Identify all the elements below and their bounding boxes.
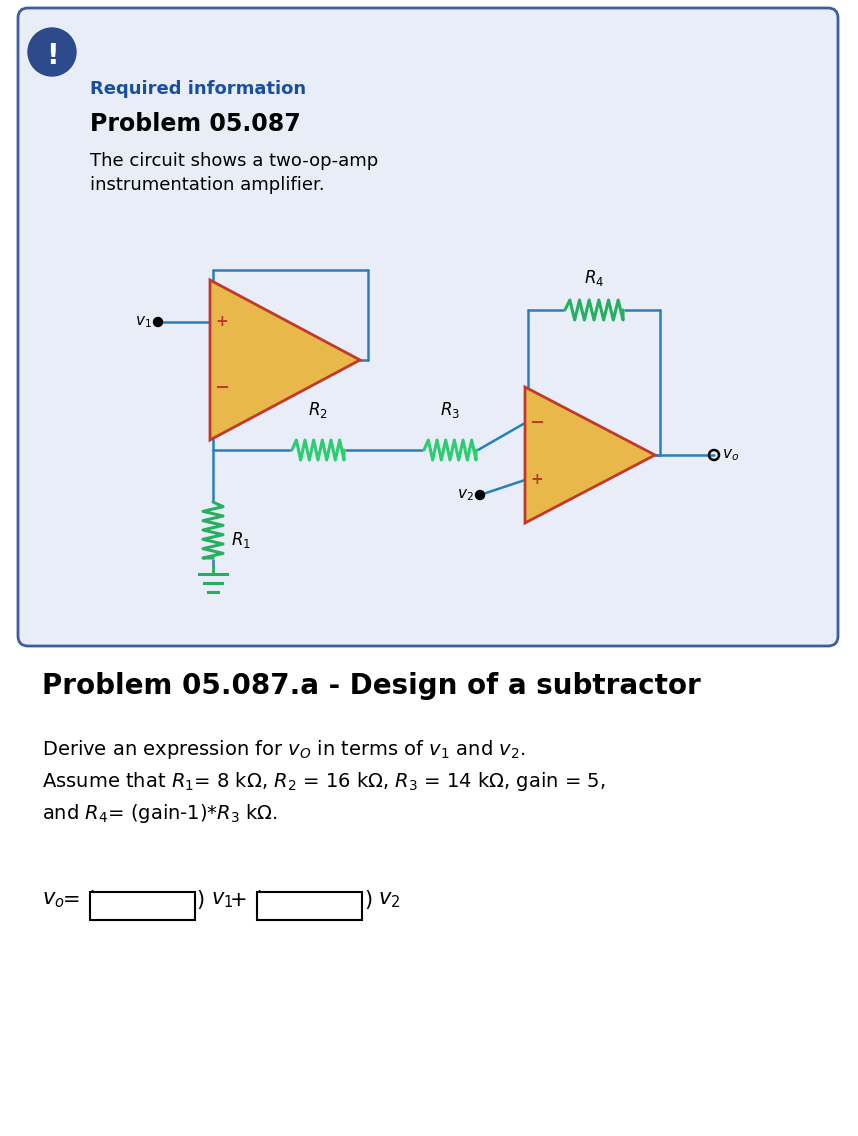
Text: $v_o$: $v_o$ [42, 889, 64, 910]
Circle shape [475, 491, 485, 500]
Text: ): ) [197, 889, 212, 910]
Text: ): ) [364, 889, 372, 910]
Text: $R_3$: $R_3$ [440, 400, 460, 420]
Text: Required information: Required information [90, 80, 306, 98]
Text: +: + [530, 473, 543, 487]
Text: Derive an expression for $v_O$ in terms of $v_1$ and $v_2$.: Derive an expression for $v_O$ in terms … [42, 738, 526, 761]
Text: $v_2$: $v_2$ [378, 889, 400, 910]
Text: $R_1$: $R_1$ [231, 531, 251, 550]
Text: !: ! [45, 42, 58, 70]
Text: Problem 05.087: Problem 05.087 [90, 112, 301, 136]
Text: −: − [214, 379, 230, 396]
Text: $R_4$: $R_4$ [584, 268, 604, 289]
Text: and $R_4$= (gain-1)*$R_3$ k$\Omega$.: and $R_4$= (gain-1)*$R_3$ k$\Omega$. [42, 802, 278, 825]
Text: −: − [529, 414, 545, 432]
Text: + (: + ( [230, 889, 263, 910]
Circle shape [28, 28, 76, 76]
Bar [90, 892, 195, 920]
Text: $v_2$: $v_2$ [457, 487, 474, 503]
Text: instrumentation amplifier.: instrumentation amplifier. [90, 176, 324, 194]
Bar [257, 892, 362, 920]
Text: Assume that $R_1$= 8 k$\Omega$, $R_2$ = 16 k$\Omega$, $R_3$ = 14 k$\Omega$, gain: Assume that $R_1$= 8 k$\Omega$, $R_2$ = … [42, 770, 605, 793]
Text: Problem 05.087.a - Design of a subtractor: Problem 05.087.a - Design of a subtracto… [42, 673, 701, 700]
Text: The circuit shows a two-op-amp: The circuit shows a two-op-amp [90, 152, 378, 170]
Text: $v_o$: $v_o$ [722, 448, 739, 462]
Text: = (: = ( [63, 889, 95, 910]
Text: $v_1$: $v_1$ [211, 889, 233, 910]
Polygon shape [210, 279, 360, 440]
Polygon shape [525, 387, 655, 523]
Text: +: + [215, 315, 228, 329]
Circle shape [154, 317, 162, 326]
FancyBboxPatch shape [18, 8, 838, 646]
Text: $R_2$: $R_2$ [308, 400, 328, 420]
Text: $v_1$: $v_1$ [136, 315, 152, 329]
